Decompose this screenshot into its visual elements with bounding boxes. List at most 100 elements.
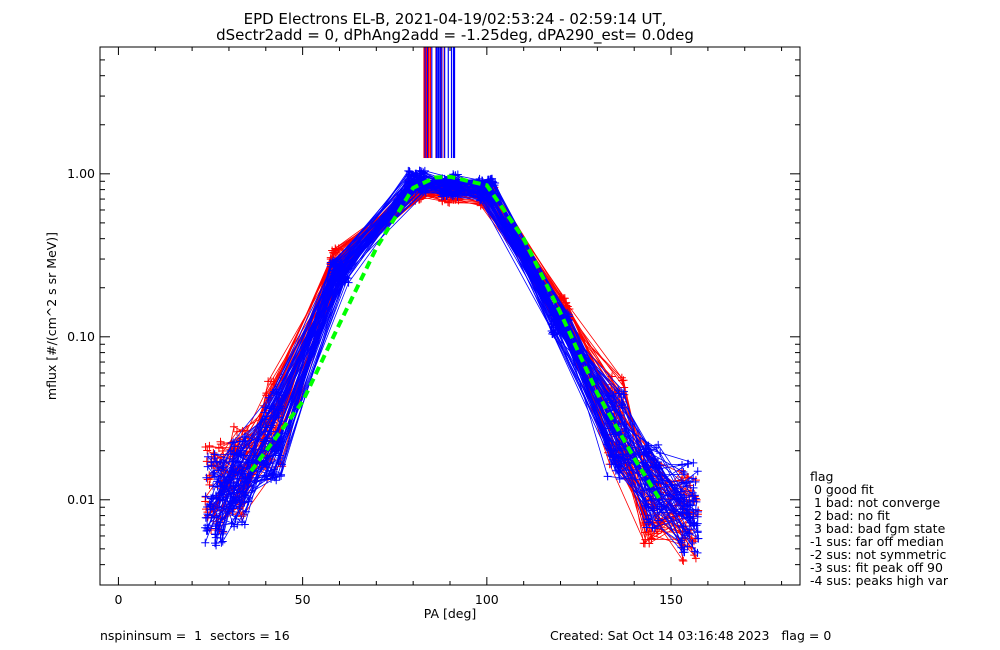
footer-left: nspininsum = 1 sectors = 16 (100, 628, 290, 643)
data-point-marker (227, 490, 236, 499)
data-point-marker (336, 277, 345, 286)
series-group (201, 47, 703, 565)
chart-title-line-2: dSectr2add = 0, dPhAng2add = -1.25deg, d… (216, 26, 694, 45)
data-point-marker (203, 526, 212, 535)
data-point-marker (603, 472, 612, 481)
data-point-marker (679, 467, 688, 476)
data-point-marker (648, 506, 657, 515)
data-point-marker (207, 458, 216, 467)
data-point-marker (679, 556, 688, 565)
series-curve (207, 183, 696, 541)
data-point-marker (233, 472, 242, 481)
data-point-marker (619, 387, 628, 396)
data-point-marker (692, 521, 701, 530)
data-point-marker (201, 443, 210, 452)
data-point-marker (682, 502, 691, 511)
data-point-marker (551, 323, 560, 332)
data-point-marker (218, 446, 227, 455)
y-tick-label: 0.10 (67, 329, 95, 344)
data-point-marker (275, 472, 284, 481)
data-point-marker (231, 514, 240, 523)
data-point-marker (437, 192, 446, 201)
series-curve (214, 173, 683, 535)
series-curve (207, 175, 696, 552)
data-point-marker (277, 460, 286, 469)
data-point-marker (451, 176, 460, 185)
data-point-marker (688, 501, 697, 510)
data-point-marker (550, 310, 559, 319)
series-curve (207, 186, 686, 535)
data-point-marker (338, 263, 347, 272)
data-point-marker (487, 177, 496, 186)
series-curve (207, 184, 699, 540)
data-point-marker (639, 539, 648, 548)
data-point-marker (264, 377, 273, 386)
legend-entry-1: 1 bad: not converge (810, 495, 940, 510)
data-point-marker (238, 427, 247, 436)
data-point-marker (268, 437, 277, 446)
y-tick-label: 1.00 (67, 166, 95, 181)
data-point-marker (331, 262, 340, 271)
data-point-marker (644, 527, 653, 536)
legend-entry-5: -2 sus: not symmetric (810, 547, 946, 562)
data-point-marker (231, 496, 240, 505)
data-point-marker (689, 483, 698, 492)
chart-title-line-1: EPD Electrons EL-B, 2021-04-19/02:53:24 … (244, 10, 667, 28)
data-point-marker (691, 554, 700, 563)
data-point-marker (206, 494, 215, 503)
data-point-marker (203, 475, 212, 484)
data-point-marker (641, 496, 650, 505)
x-axis-label: PA [deg] (424, 606, 477, 621)
y-axis: 0.01 0.10 1.00 (67, 46, 800, 586)
data-point-marker (683, 529, 692, 538)
data-point-marker (203, 462, 212, 471)
data-point-marker (439, 188, 448, 197)
legend-entry-7: -4 sus: peaks high var (810, 573, 949, 588)
data-point-marker (209, 482, 218, 491)
data-point-marker (606, 424, 615, 433)
data-point-marker (240, 520, 249, 529)
x-tick-label: 0 (114, 592, 122, 607)
fit-curve (249, 174, 662, 501)
data-point-marker (201, 492, 210, 501)
data-point-marker (693, 528, 702, 537)
data-point-marker (218, 537, 227, 546)
data-point-marker (412, 169, 421, 178)
x-tick-label: 50 (295, 592, 311, 607)
data-point-marker (206, 505, 215, 514)
data-point-marker (685, 506, 694, 515)
data-point-marker (275, 443, 284, 452)
plot-area (201, 47, 703, 565)
series-curve (207, 170, 682, 541)
data-point-marker (610, 402, 619, 411)
data-point-marker (233, 427, 242, 436)
data-point-marker (619, 376, 628, 385)
data-point-marker (234, 458, 243, 467)
data-point-marker (679, 548, 688, 557)
data-point-marker (267, 402, 276, 411)
data-point-marker (691, 505, 700, 514)
data-point-marker (216, 478, 225, 487)
data-point-marker (548, 328, 557, 337)
data-point-marker (203, 452, 212, 461)
data-point-marker (417, 194, 426, 203)
data-point-marker (261, 423, 270, 432)
data-point-marker (646, 511, 655, 520)
data-point-marker (454, 196, 463, 205)
data-point-marker (262, 412, 271, 421)
data-point-marker (693, 512, 702, 521)
data-point-marker (677, 487, 686, 496)
series-curve (209, 187, 688, 534)
data-point-marker (211, 533, 220, 542)
series-curve (207, 184, 689, 534)
series-curve (214, 170, 685, 535)
data-point-marker (215, 489, 224, 498)
data-point-marker (201, 513, 210, 522)
y-axis-label: mflux [#/(cm^2 s sr MeV)] (44, 232, 59, 400)
data-point-marker (642, 449, 651, 458)
data-point-marker (641, 535, 650, 544)
data-point-marker (679, 522, 688, 531)
data-point-marker (693, 467, 702, 476)
data-point-marker (679, 478, 688, 487)
data-point-marker (262, 475, 271, 484)
